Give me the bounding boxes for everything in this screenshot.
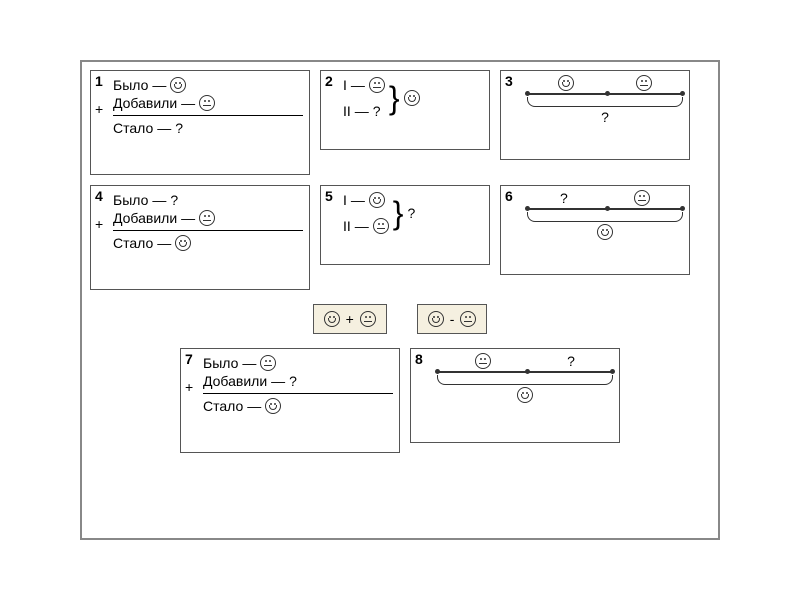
worksheet-page: 1 + Было — Добавили — Стало — ? bbox=[80, 60, 720, 540]
divider bbox=[113, 230, 303, 231]
smiley-neutral-icon bbox=[199, 210, 215, 226]
box-3: 3 ? bbox=[500, 70, 690, 160]
smiley-neutral-icon bbox=[636, 75, 652, 91]
label-stalo: Стало bbox=[113, 235, 153, 251]
box-6: 6 ? bbox=[500, 185, 690, 275]
brace-icon: } bbox=[389, 82, 400, 114]
smiley-neutral-icon bbox=[260, 355, 276, 371]
smiley-happy-icon bbox=[597, 224, 613, 240]
smiley-neutral-icon bbox=[634, 190, 650, 206]
box-number: 8 bbox=[415, 351, 423, 367]
dash: — bbox=[355, 218, 369, 234]
smiley-neutral-icon bbox=[475, 353, 491, 369]
segment-line bbox=[527, 93, 683, 95]
plus-sign: + bbox=[95, 101, 103, 117]
label-bylo: Было bbox=[113, 77, 148, 93]
dash: — bbox=[351, 192, 365, 208]
question-mark: ? bbox=[289, 373, 297, 389]
plus-sign: + bbox=[185, 379, 193, 395]
question-mark: ? bbox=[567, 353, 575, 369]
box-8: 8 ? bbox=[410, 348, 620, 443]
box-number: 3 bbox=[505, 73, 513, 89]
smiley-happy-icon bbox=[369, 192, 385, 208]
addition-pill: + bbox=[313, 304, 387, 334]
question-mark: ? bbox=[407, 205, 415, 221]
label-bylo: Было bbox=[113, 192, 148, 208]
roman-II: II bbox=[343, 218, 351, 234]
segment-bottom-label: ? bbox=[527, 109, 683, 125]
dash: — bbox=[242, 355, 256, 371]
dash: — bbox=[152, 192, 166, 208]
smiley-happy-icon bbox=[265, 398, 281, 414]
row-1: 1 + Было — Добавили — Стало — ? bbox=[90, 70, 710, 175]
smiley-happy-icon bbox=[428, 311, 444, 327]
label-stalo: Стало bbox=[203, 398, 243, 414]
dash: — bbox=[355, 103, 369, 119]
dash: — bbox=[351, 77, 365, 93]
segment-top bbox=[527, 75, 683, 91]
box-5: 5 I — II — } bbox=[320, 185, 490, 265]
box-4: 4 + Было — ? Добавили — Стало — bbox=[90, 185, 310, 290]
roman-II: II bbox=[343, 103, 351, 119]
box-number: 7 bbox=[185, 351, 193, 367]
label-bylo: Было bbox=[203, 355, 238, 371]
smiley-neutral-icon bbox=[460, 311, 476, 327]
smiley-neutral-icon bbox=[373, 218, 389, 234]
label-dobavili: Добавили bbox=[113, 95, 177, 111]
subtraction-pill: - bbox=[417, 304, 488, 334]
label-stalo: Стало bbox=[113, 120, 153, 136]
smiley-happy-icon bbox=[324, 311, 340, 327]
segment-bracket bbox=[527, 97, 683, 107]
segment-line bbox=[437, 371, 613, 373]
box-number: 6 bbox=[505, 188, 513, 204]
box-7: 7 + Было — Добавили — ? Стало — bbox=[180, 348, 400, 453]
smiley-neutral-icon bbox=[360, 311, 376, 327]
box-number: 5 bbox=[325, 188, 333, 204]
smiley-happy-icon bbox=[404, 90, 420, 106]
dash: — bbox=[157, 120, 171, 136]
smiley-neutral-icon bbox=[369, 77, 385, 93]
operator-plus: + bbox=[346, 311, 354, 327]
box-number: 2 bbox=[325, 73, 333, 89]
segment-top: ? bbox=[527, 190, 683, 206]
box-number: 1 bbox=[95, 73, 103, 89]
segment-top: ? bbox=[437, 353, 613, 369]
dash: — bbox=[181, 210, 195, 226]
segment-line bbox=[527, 208, 683, 210]
operator-minus: - bbox=[450, 311, 455, 327]
roman-I: I bbox=[343, 77, 347, 93]
segment-bracket bbox=[437, 375, 613, 385]
smiley-happy-icon bbox=[558, 75, 574, 91]
roman-I: I bbox=[343, 192, 347, 208]
label-dobavili: Добавили bbox=[113, 210, 177, 226]
operation-row: + - bbox=[90, 304, 710, 334]
question-mark: ? bbox=[175, 120, 183, 136]
question-mark: ? bbox=[560, 190, 568, 206]
box-number: 4 bbox=[95, 188, 103, 204]
divider bbox=[203, 393, 393, 394]
smiley-neutral-icon bbox=[199, 95, 215, 111]
question-mark: ? bbox=[373, 103, 381, 119]
smiley-happy-icon bbox=[170, 77, 186, 93]
row-4: 7 + Было — Добавили — ? Стало — bbox=[90, 348, 710, 453]
box-1: 1 + Было — Добавили — Стало — ? bbox=[90, 70, 310, 175]
row-2: 4 + Было — ? Добавили — Стало — bbox=[90, 185, 710, 290]
brace-icon: } bbox=[393, 197, 404, 229]
plus-sign: + bbox=[95, 216, 103, 232]
divider bbox=[113, 115, 303, 116]
question-mark: ? bbox=[170, 192, 178, 208]
smiley-happy-icon bbox=[517, 387, 533, 403]
smiley-happy-icon bbox=[175, 235, 191, 251]
dash: — bbox=[157, 235, 171, 251]
dash: — bbox=[271, 373, 285, 389]
segment-bracket bbox=[527, 212, 683, 222]
dash: — bbox=[181, 95, 195, 111]
dash: — bbox=[247, 398, 261, 414]
dash: — bbox=[152, 77, 166, 93]
box-2: 2 I — II — ? } bbox=[320, 70, 490, 150]
label-dobavili: Добавили bbox=[203, 373, 267, 389]
